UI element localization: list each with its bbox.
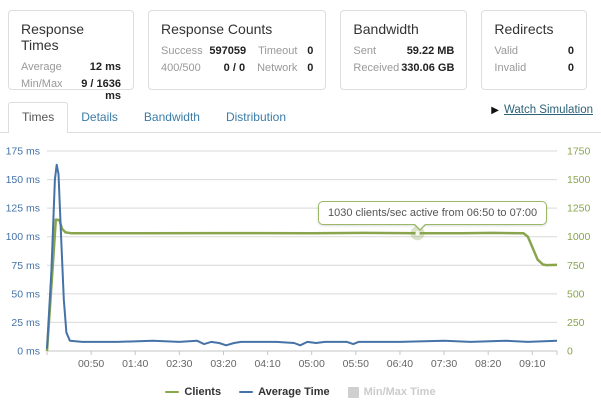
svg-text:125 ms: 125 ms — [6, 203, 40, 215]
watch-simulation-label: Watch Simulation — [503, 104, 593, 116]
play-icon: ▶ — [491, 104, 499, 116]
card-bandwidth: Bandwidth Sent 59.22 MB Received 330.06 … — [340, 10, 468, 90]
stat-value: 0 — [307, 62, 314, 74]
svg-text:175 ms: 175 ms — [6, 146, 40, 158]
stat-value: 59.22 MB — [406, 45, 455, 57]
svg-text:75 ms: 75 ms — [11, 260, 40, 272]
watch-simulation-link[interactable]: ▶ Watch Simulation — [491, 104, 593, 116]
legend-item-clients[interactable]: Clients — [165, 386, 221, 398]
stat-label: Network — [257, 62, 298, 74]
chart-tooltip: 1030 clients/sec active from 06:50 to 07… — [318, 201, 548, 231]
stat-row: Received 330.06 GB — [353, 62, 454, 74]
stat-row: Valid 0 — [494, 45, 574, 57]
tab-distribution[interactable]: Distribution — [225, 110, 286, 124]
svg-text:02:30: 02:30 — [166, 358, 192, 370]
stat-value: 0 — [567, 62, 574, 74]
tab-bandwidth[interactable]: Bandwidth — [143, 110, 200, 124]
svg-text:07:30: 07:30 — [431, 358, 457, 370]
stat-row: 400/500 0 / 0 Network 0 — [161, 62, 313, 74]
stat-value: 597059 — [209, 45, 247, 57]
stat-row: Success 597059 Timeout 0 — [161, 45, 313, 57]
stat-value: 9 / 1636 ms — [81, 78, 121, 102]
card-response-counts: Response Counts Success 597059 Timeout 0… — [148, 10, 327, 90]
legend-item-minmax-time[interactable]: Min/Max Time — [347, 386, 436, 398]
stat-value: 0 / 0 — [223, 62, 246, 74]
times-chart: 175 ms 1750 150 ms 1500 125 ms 1250 100 ms 1000… — [0, 139, 601, 399]
tab-details[interactable]: Details — [81, 110, 118, 124]
svg-text:1500: 1500 — [567, 174, 591, 186]
stat-label: Timeout — [258, 45, 298, 57]
tab-times[interactable]: Times — [8, 102, 69, 133]
svg-text:250: 250 — [567, 317, 585, 329]
svg-text:1750: 1750 — [567, 146, 591, 158]
legend-label: Min/Max Time — [363, 386, 436, 398]
stat-label: Sent — [353, 45, 377, 57]
legend-label: Clients — [184, 386, 222, 398]
stat-row: Min/Max 9 / 1636 ms — [21, 78, 121, 102]
minmax-area-swatch — [347, 386, 359, 398]
stat-value: 12 ms — [89, 61, 121, 73]
stat-row: Invalid 0 — [494, 62, 574, 74]
svg-text:150 ms: 150 ms — [6, 174, 40, 186]
stat-label: Min/Max — [21, 78, 63, 90]
card-title: Bandwidth — [353, 21, 419, 37]
svg-text:50 ms: 50 ms — [11, 288, 40, 300]
svg-text:750: 750 — [567, 260, 585, 272]
stat-label: Average — [21, 61, 62, 73]
clients-line-swatch — [165, 390, 180, 394]
svg-text:08:20: 08:20 — [475, 358, 501, 370]
svg-text:0 ms: 0 ms — [17, 346, 40, 358]
card-title: Response Counts — [161, 21, 273, 37]
stat-value: 0 — [567, 45, 574, 57]
svg-text:500: 500 — [567, 288, 585, 300]
svg-text:1250: 1250 — [567, 203, 591, 215]
stat-label: Valid — [494, 45, 519, 57]
card-redirects: Redirects Valid 0 Invalid 0 — [481, 10, 587, 90]
stat-value: 0 — [307, 45, 314, 57]
average-time-line-swatch — [239, 390, 254, 394]
svg-text:100 ms: 100 ms — [6, 231, 40, 243]
card-title: Redirects — [494, 21, 554, 37]
svg-text:25 ms: 25 ms — [11, 317, 40, 329]
card-title: Response Times — [21, 21, 85, 53]
stat-label: Success — [161, 45, 203, 57]
summary-cards: Response Times Average 12 ms Min/Max 9 /… — [0, 0, 601, 102]
svg-text:04:10: 04:10 — [254, 358, 280, 370]
svg-text:03:20: 03:20 — [210, 358, 236, 370]
stat-row: Sent 59.22 MB — [353, 45, 454, 57]
svg-text:01:40: 01:40 — [122, 358, 148, 370]
svg-text:05:00: 05:00 — [299, 358, 325, 370]
legend-label: Average Time — [258, 386, 330, 398]
stat-value: 330.06 GB — [401, 62, 455, 74]
stat-row: Average 12 ms — [21, 61, 121, 73]
chart-legend: Clients Average Time Min/Max Time — [0, 386, 601, 398]
chart-canvas[interactable]: 175 ms 1750 150 ms 1500 125 ms 1250 100 ms 1000… — [0, 139, 601, 379]
stat-label: Invalid — [494, 62, 527, 74]
legend-item-average-time[interactable]: Average Time — [239, 386, 330, 398]
stat-label: Received — [353, 62, 400, 74]
card-response-times: Response Times Average 12 ms Min/Max 9 /… — [8, 10, 134, 102]
svg-text:1000: 1000 — [567, 231, 591, 243]
svg-text:00:50: 00:50 — [78, 358, 104, 370]
svg-text:09:10: 09:10 — [519, 358, 545, 370]
stat-label: 400/500 — [161, 62, 201, 74]
svg-text:0: 0 — [567, 346, 573, 358]
svg-text:05:50: 05:50 — [343, 358, 369, 370]
tab-bar: Times Details Bandwidth Distribution ▶ W… — [0, 102, 601, 133]
svg-text:06:40: 06:40 — [387, 358, 413, 370]
